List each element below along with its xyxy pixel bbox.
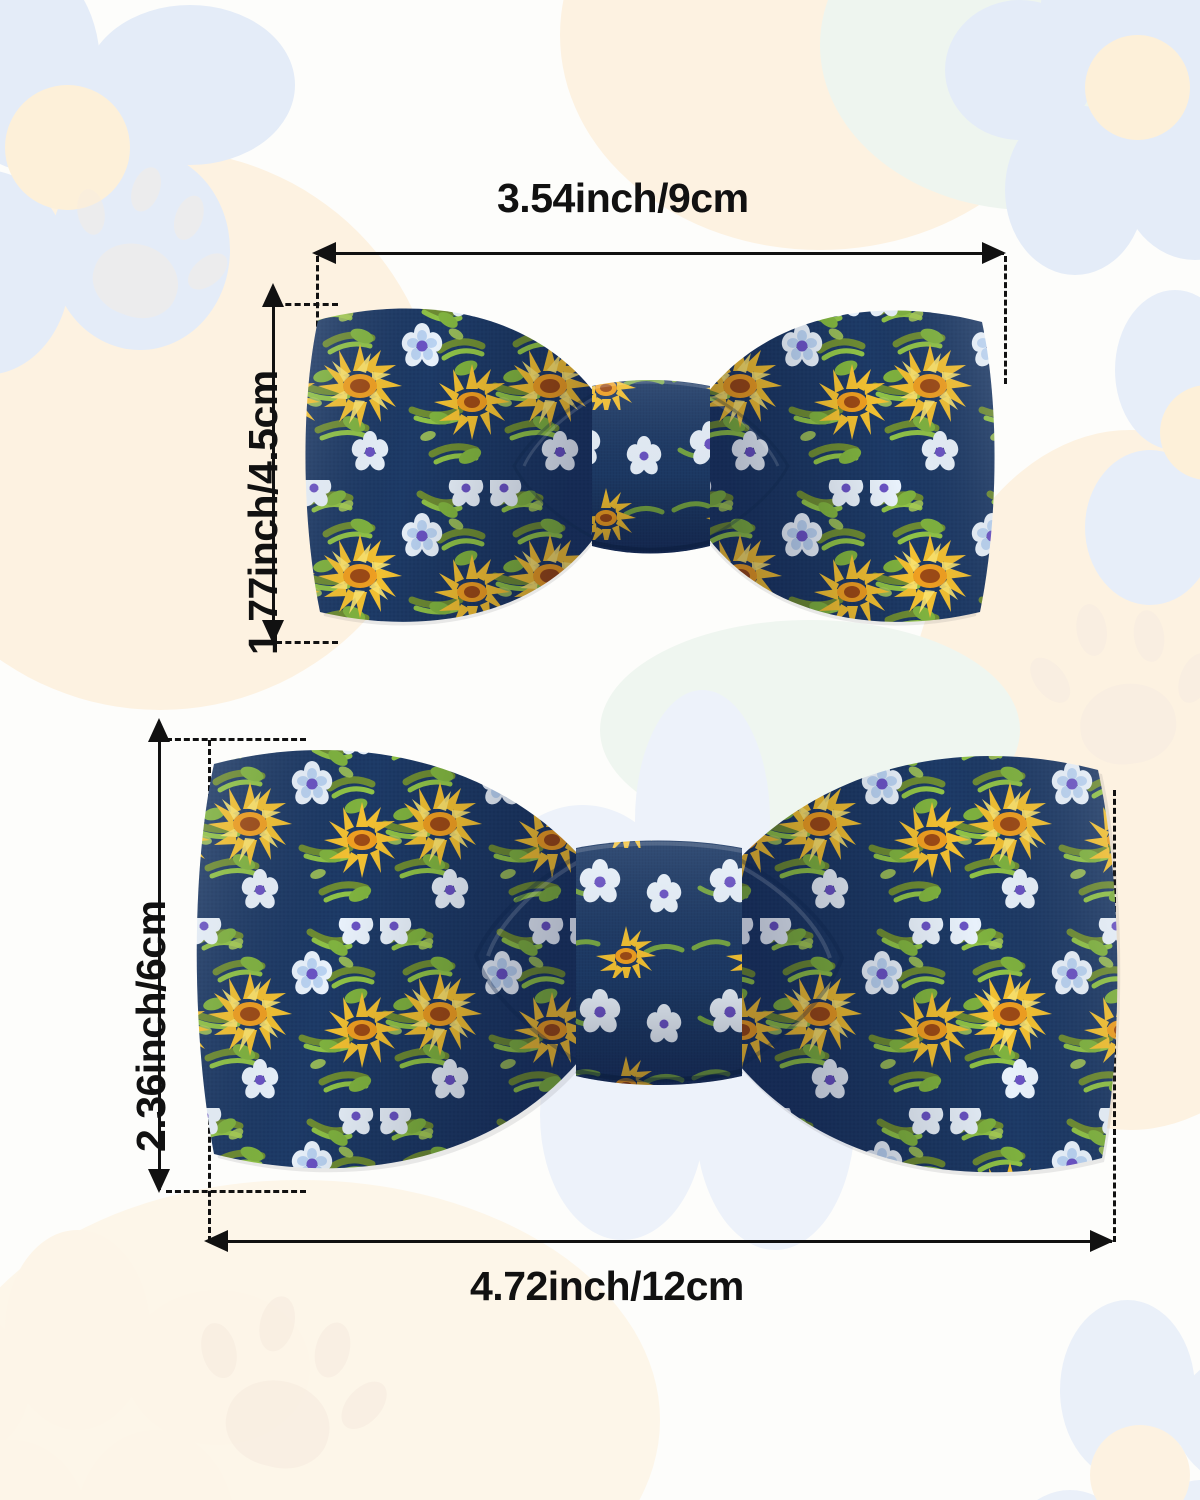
- background-flower: [0, 0, 310, 380]
- top-width-label: 3.54inch/9cm: [497, 175, 749, 221]
- small-height-arrow-bottom: [262, 620, 284, 644]
- small-height-label: 1.77inch/4.5cm: [240, 370, 286, 655]
- large-height-extension-top: [166, 738, 306, 741]
- large-bow-knot: [575, 840, 743, 1085]
- small-height-extension-top: [276, 303, 338, 306]
- large-bow-right-wing: [738, 755, 1118, 1173]
- small-height-extension-bottom: [276, 641, 338, 644]
- large-height-arrow-top: [148, 718, 170, 742]
- top-width-extension-right: [1004, 256, 1007, 384]
- small-height-arrow-top: [262, 283, 284, 307]
- large-height-extension-bottom: [166, 1190, 306, 1193]
- background-flower: [1085, 290, 1200, 610]
- small-bow-right-wing: [707, 310, 995, 622]
- large-height-label: 2.36inch/6cm: [128, 900, 174, 1152]
- bottom-width-arrow-right: [1090, 1230, 1114, 1252]
- top-width-arrow-right: [982, 242, 1006, 264]
- bottom-width-arrow-left: [204, 1230, 228, 1252]
- background-flower: [980, 1300, 1200, 1500]
- background-flower: [945, 0, 1200, 290]
- small-bow-knot: [591, 380, 711, 554]
- small-height-dimension-line: [272, 305, 275, 641]
- small-height-guide-vertical: [316, 256, 319, 382]
- bottom-width-dimension-line: [212, 1240, 1112, 1243]
- large-height-dimension-line: [158, 740, 161, 1190]
- large-height-arrow-bottom: [148, 1169, 170, 1193]
- large-bow-left-wing: [196, 750, 580, 1169]
- top-width-dimension-line: [318, 252, 1004, 255]
- large-bow-tie: [190, 728, 1130, 1206]
- small-bow-left-wing: [305, 308, 595, 622]
- small-bow-tie: [300, 290, 1000, 660]
- bottom-width-label: 4.72inch/12cm: [470, 1263, 744, 1309]
